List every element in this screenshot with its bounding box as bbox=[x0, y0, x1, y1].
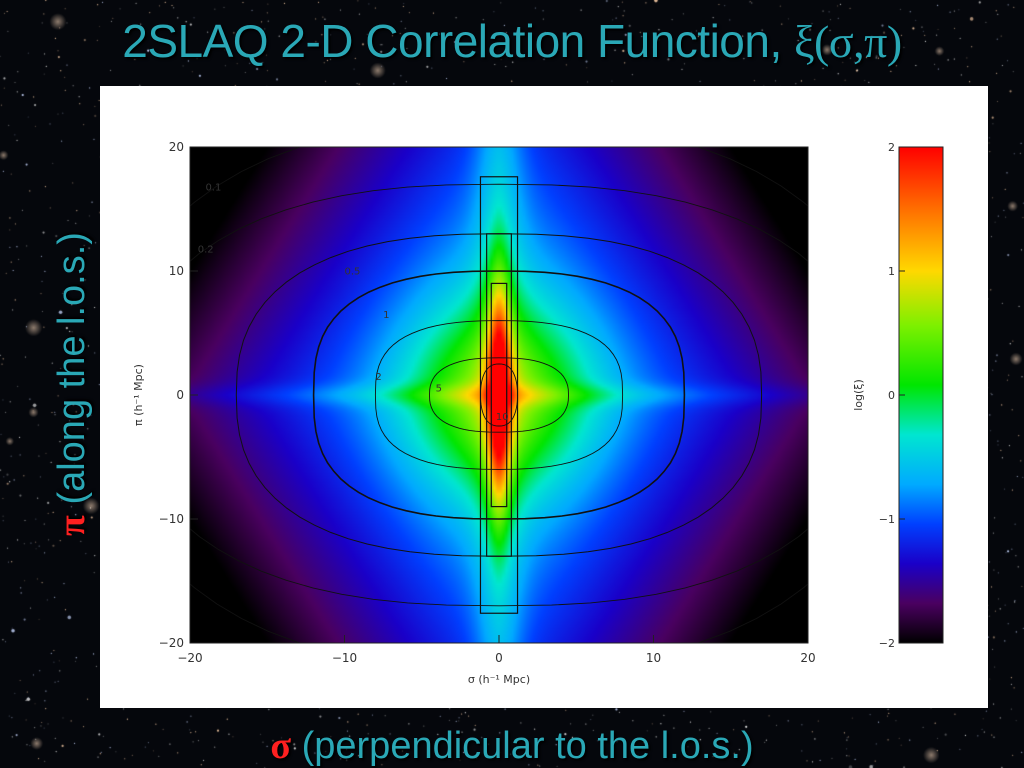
axes: −20 −10 0 10 20 20 10 0 −10 −20 σ (h⁻¹ Mpc) π (h⁻¹ … bbox=[132, 140, 816, 686]
contour-line bbox=[429, 357, 569, 433]
pi-symbol: π bbox=[51, 515, 93, 536]
y-tick-label: −20 bbox=[159, 636, 184, 650]
y-tick-label: −10 bbox=[159, 512, 184, 526]
contour-label: 0.1 bbox=[205, 182, 221, 193]
contour-line bbox=[374, 320, 624, 470]
contour-lines: 0.1 0.2 0.5 1 2 5 10 bbox=[190, 147, 808, 643]
contour-line bbox=[312, 270, 686, 520]
colorbar-tick-label: −2 bbox=[879, 637, 895, 650]
contour-label: 1 bbox=[383, 310, 389, 321]
x-tick-label: 0 bbox=[495, 651, 503, 665]
y-tick-label: 0 bbox=[176, 388, 184, 402]
colorbar-axis: 2 1 0 −1 −2 log(ξ) bbox=[852, 141, 905, 650]
x-axis-label: σ (h⁻¹ Mpc) bbox=[468, 673, 530, 686]
y-tick-label: 10 bbox=[169, 264, 184, 278]
contour-line bbox=[190, 183, 808, 607]
heatmap-image bbox=[190, 147, 808, 643]
x-tick-label: −10 bbox=[332, 651, 357, 665]
colorbar-tick-label: −1 bbox=[879, 513, 895, 526]
x-side-label: σ (perpendicular to the l.o.s.) bbox=[0, 724, 1024, 768]
contour-line bbox=[190, 147, 808, 643]
contour-label: 10 bbox=[496, 412, 509, 423]
contour-label: 0.2 bbox=[198, 244, 214, 255]
y-side-text: (along the l.o.s.) bbox=[51, 232, 93, 516]
contour-label: 0.5 bbox=[345, 267, 361, 278]
colorbar-tick-label: 2 bbox=[888, 141, 895, 154]
y-tick-label: 20 bbox=[169, 140, 184, 154]
colorbar bbox=[898, 146, 944, 644]
chart-panel: 0.1 0.2 0.5 1 2 5 10 −20 −10 0 10 20 20 10 0 −10 −20 σ (… bbox=[100, 86, 988, 708]
slide-title: 2SLAQ 2-D Correlation Function, ξ(σ,π) bbox=[0, 14, 1024, 68]
slide-title-text: 2SLAQ 2-D Correlation Function, bbox=[122, 15, 795, 67]
contour-line bbox=[486, 233, 512, 557]
y-axis-label: π (h⁻¹ Mpc) bbox=[132, 364, 145, 426]
contour-label: 5 bbox=[436, 383, 442, 394]
slide-title-symbol: ξ(σ,π) bbox=[794, 16, 902, 67]
x-side-text: (perpendicular to the l.o.s.) bbox=[291, 725, 754, 767]
contour-line bbox=[479, 176, 519, 614]
contour-label: 2 bbox=[375, 372, 381, 383]
contour-line bbox=[490, 282, 508, 508]
contour-line bbox=[235, 233, 763, 557]
sigma-symbol: σ bbox=[270, 725, 292, 767]
colorbar-tick-label: 1 bbox=[888, 265, 895, 278]
x-tick-label: 10 bbox=[646, 651, 661, 665]
colorbar-label: log(ξ) bbox=[852, 379, 865, 411]
x-tick-label: −20 bbox=[177, 651, 202, 665]
colorbar-tick-label: 0 bbox=[888, 389, 895, 402]
x-tick-label: 20 bbox=[800, 651, 815, 665]
